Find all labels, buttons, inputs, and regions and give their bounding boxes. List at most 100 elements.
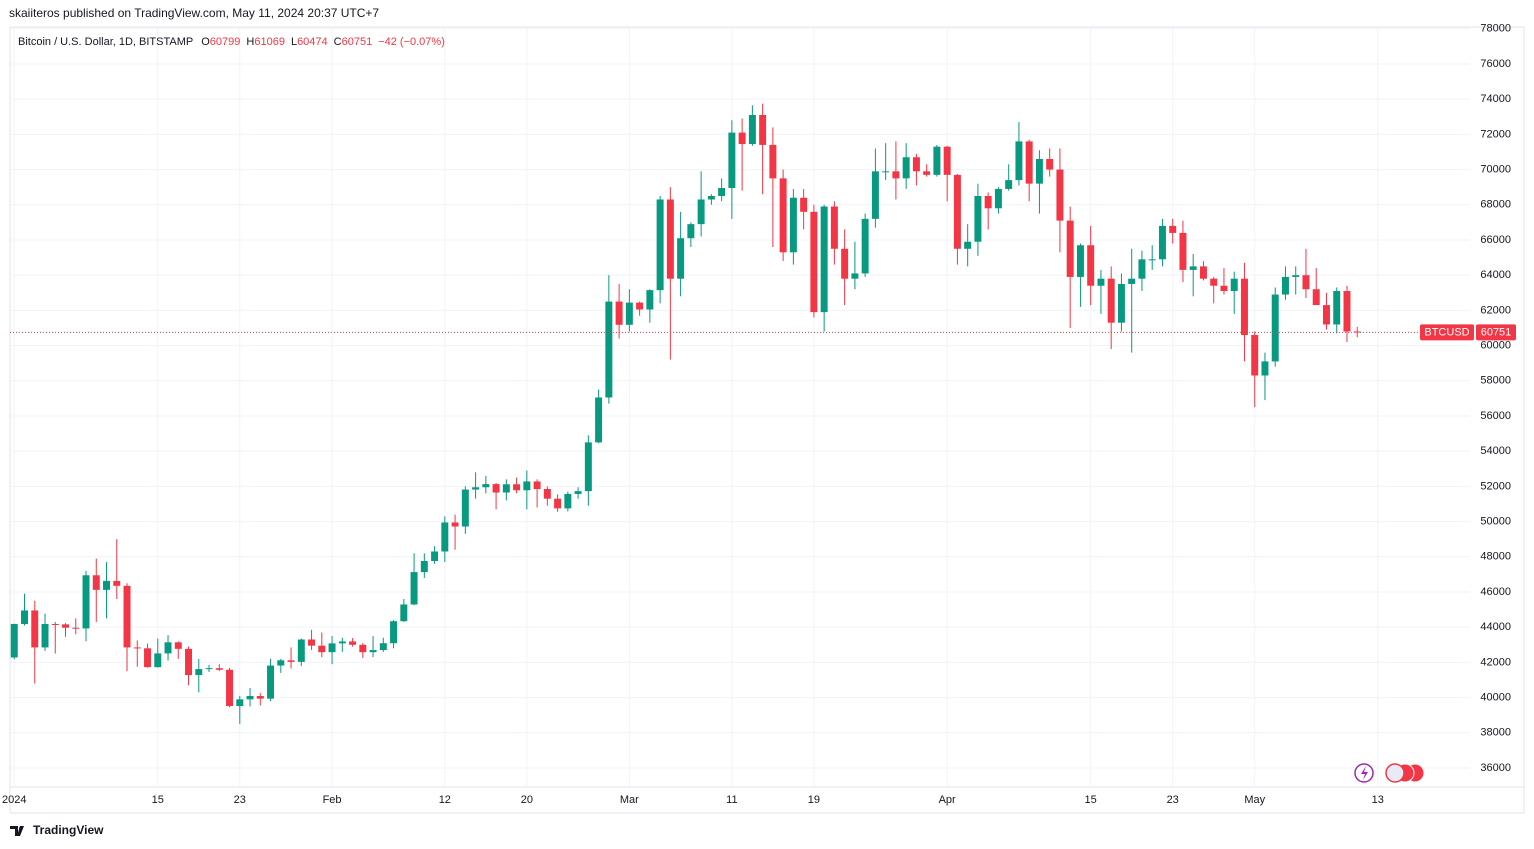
x-tick-label: 2024 [2,794,26,806]
candle-body [779,178,787,253]
candle-body [574,491,582,494]
y-tick-label: 52000 [1480,480,1511,492]
price-label-bg [1476,324,1516,341]
candle-body [871,171,879,219]
x-tick-label: 19 [808,794,820,806]
x-tick-label: 12 [439,794,451,806]
candle-body [953,174,961,249]
candle-body [513,484,521,491]
candle-body [789,197,797,253]
candle-body [697,199,705,225]
candle-body [830,206,838,249]
candle-body [277,660,285,666]
candle-body [882,171,890,173]
candle-body [1138,259,1146,279]
candle-body [677,238,685,279]
candle-body [615,301,623,325]
candle-body [1169,225,1177,233]
candle-body [841,248,849,279]
candle-body [72,627,80,629]
legend-value: 60799 [210,36,241,48]
x-tick-label: 15 [1085,794,1097,806]
candle-body [943,146,951,175]
candle-body [103,580,111,590]
flag-icon[interactable] [1385,763,1405,783]
candle-body [390,621,398,644]
candle-body [1189,266,1197,270]
candle-body [215,668,223,670]
candle-body [10,624,18,658]
candle-body [1251,335,1259,376]
attribution: skaiiteros published on TradingView.com,… [9,6,379,20]
indicator-icons [1354,763,1425,783]
candle-body [246,696,254,700]
ohlc-legend: Bitcoin / U.S. Dollar, 1D, BITSTAMP O6079… [18,36,445,48]
candle-body [482,484,490,488]
x-tick-label: 23 [234,794,246,806]
candle-body [1076,245,1084,277]
candle-body [1046,159,1054,170]
candle-body [1179,232,1187,270]
lightning-glyph [1361,766,1368,780]
price-label: 60751 [1481,326,1512,338]
candle-body [1005,180,1013,189]
y-tick-label: 48000 [1480,551,1511,563]
y-tick-label: 40000 [1480,691,1511,703]
candle-body [1035,159,1043,184]
candle-body [820,206,828,313]
candle-body [31,610,39,648]
candle-body [502,484,510,493]
candle-body [1312,289,1320,306]
candle-body [410,572,418,605]
y-tick-label: 46000 [1480,586,1511,598]
candle-body [718,188,726,196]
y-tick-label: 64000 [1480,269,1511,281]
candle-body [984,195,992,209]
candle-body [1015,141,1023,181]
x-tick-label: Feb [323,794,342,806]
candle-body [287,660,295,662]
candle-body [1128,278,1136,284]
candle-body [646,290,654,310]
candle-body [1087,245,1095,286]
candle-body [933,146,941,175]
candle-body [492,484,500,493]
logo-dot [19,826,23,830]
candle-body [861,218,869,274]
candle-body [349,641,357,645]
candle-body [379,643,387,651]
candle-body [974,195,982,242]
candle-body [451,522,459,527]
candle-body [595,397,603,443]
candle-body [912,157,920,172]
x-tick-label: Apr [939,794,956,806]
y-tick-label: 42000 [1480,656,1511,668]
x-tick-label: 11 [726,794,737,806]
candle-body [1281,276,1289,295]
candle-body [113,580,121,586]
y-tick-label: 76000 [1480,58,1511,70]
x-tick-label: Mar [620,794,639,806]
candle-body [769,144,777,179]
legend-change: −42 (−0.07%) [378,36,445,48]
candle-body [1066,220,1074,277]
y-tick-label: 54000 [1480,445,1511,457]
candle-body [1056,169,1064,221]
candle-body [1302,275,1310,290]
candle-body [1261,361,1269,376]
y-tick-label: 70000 [1480,163,1511,175]
candle-body [687,224,695,239]
x-tick-label: 20 [521,794,533,806]
logo-text: TradingView [33,823,104,837]
candle-body [420,561,428,573]
candle-body [1117,283,1125,323]
y-tick-label: 50000 [1480,515,1511,527]
candle-body [707,195,715,200]
candle-body [851,273,859,279]
candle-body [1199,266,1207,279]
candle-body [205,668,213,670]
candle-body [62,624,69,628]
candle-body [523,481,531,491]
candle-body [892,171,900,179]
y-tick-label: 62000 [1480,304,1511,316]
